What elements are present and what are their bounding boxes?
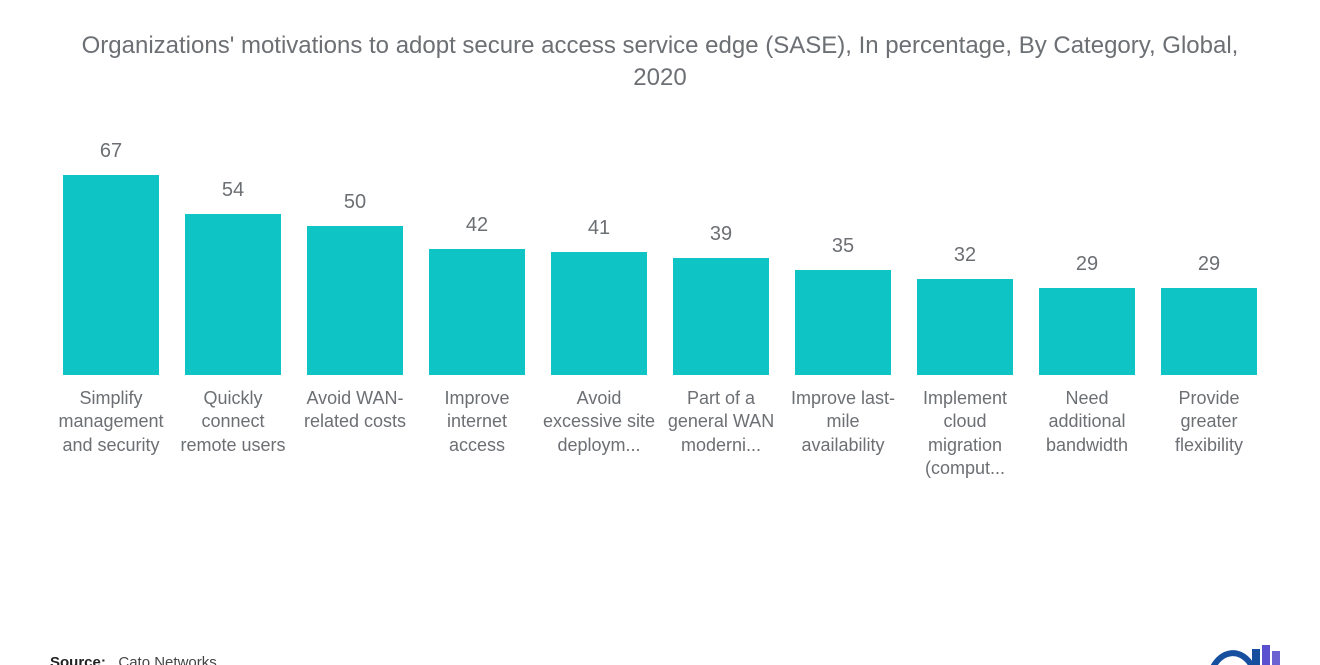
bar-value-label: 29 bbox=[1076, 253, 1098, 276]
brand-logo-svg bbox=[1210, 641, 1280, 665]
chart-source: Source: Cato Networks bbox=[50, 654, 217, 665]
bar-col: 54 bbox=[176, 179, 290, 375]
bars-row: 67545042413935322929 bbox=[50, 145, 1270, 375]
source-label: Source: bbox=[50, 654, 106, 665]
bar-rect bbox=[185, 214, 281, 375]
category-label: Quickly connect remote users bbox=[176, 387, 290, 481]
bar-rect bbox=[795, 270, 891, 374]
bar-value-label: 50 bbox=[344, 191, 366, 214]
bar-value-label: 35 bbox=[832, 235, 854, 258]
chart-area: 67545042413935322929 Simplify management… bbox=[50, 145, 1270, 545]
bar-value-label: 41 bbox=[588, 217, 610, 240]
bar-value-label: 67 bbox=[100, 140, 122, 163]
chart-container: Organizations' motivations to adopt secu… bbox=[0, 30, 1320, 665]
category-label: Provide greater flexibility bbox=[1152, 387, 1266, 481]
bar-rect bbox=[551, 252, 647, 374]
bar-rect bbox=[917, 279, 1013, 375]
bar-col: 29 bbox=[1152, 253, 1266, 375]
category-label: Avoid excessive site deploym... bbox=[542, 387, 656, 481]
bar-rect bbox=[673, 258, 769, 374]
bar-value-label: 42 bbox=[466, 214, 488, 237]
logo-bar-3 bbox=[1272, 651, 1280, 665]
bar-col: 50 bbox=[298, 191, 412, 375]
bar-rect bbox=[1161, 288, 1257, 375]
bar-value-label: 29 bbox=[1198, 253, 1220, 276]
bar-col: 41 bbox=[542, 217, 656, 374]
bar-col: 29 bbox=[1030, 253, 1144, 375]
category-label: Need additional bandwidth bbox=[1030, 387, 1144, 481]
source-value: Cato Networks bbox=[118, 654, 216, 665]
category-label: Part of a general WAN moderni... bbox=[664, 387, 778, 481]
bar-col: 35 bbox=[786, 235, 900, 374]
category-label: Implement cloud migration (comput... bbox=[908, 387, 1022, 481]
bar-rect bbox=[63, 175, 159, 375]
bar-col: 67 bbox=[54, 140, 168, 375]
labels-row: Simplify management and securityQuickly … bbox=[50, 387, 1270, 481]
bar-col: 42 bbox=[420, 214, 534, 374]
logo-wave-icon bbox=[1212, 653, 1250, 665]
bar-value-label: 39 bbox=[710, 223, 732, 246]
bar-rect bbox=[307, 226, 403, 375]
bar-rect bbox=[429, 249, 525, 374]
category-label: Improve internet access bbox=[420, 387, 534, 481]
chart-title: Organizations' motivations to adopt secu… bbox=[60, 30, 1260, 95]
brand-logo bbox=[1210, 641, 1280, 665]
logo-bar-1 bbox=[1252, 649, 1260, 665]
bar-value-label: 54 bbox=[222, 179, 244, 202]
bar-rect bbox=[1039, 288, 1135, 375]
logo-bar-2 bbox=[1262, 645, 1270, 665]
bar-value-label: 32 bbox=[954, 244, 976, 267]
category-label: Simplify management and security bbox=[54, 387, 168, 481]
bar-col: 32 bbox=[908, 244, 1022, 375]
bar-col: 39 bbox=[664, 223, 778, 374]
category-label: Avoid WAN-related costs bbox=[298, 387, 412, 481]
category-label: Improve last-mile availability bbox=[786, 387, 900, 481]
